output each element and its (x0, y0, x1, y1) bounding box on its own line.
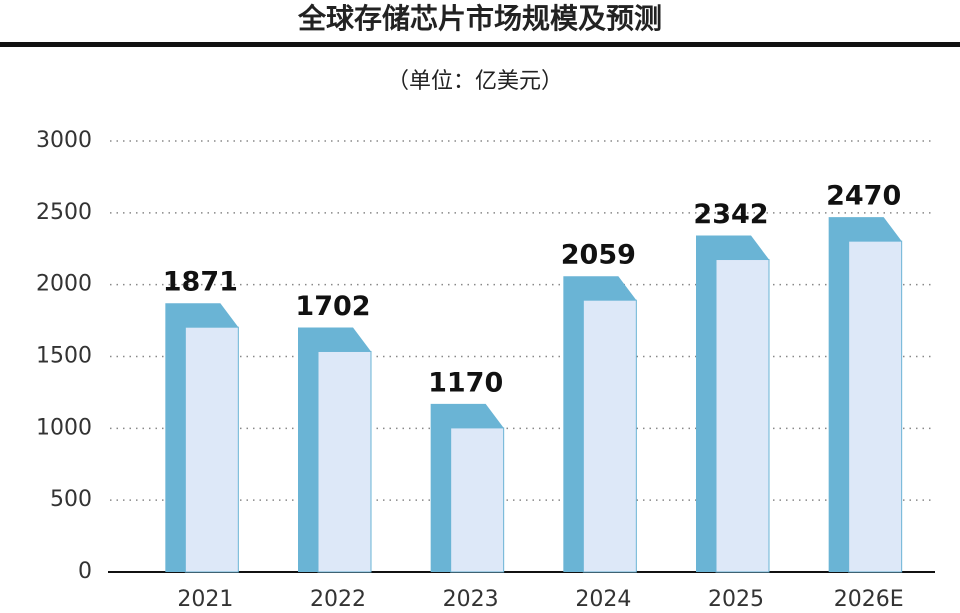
value-label: 1170 (428, 367, 503, 398)
title-rule (0, 42, 960, 47)
y-tick-label: 1000 (36, 415, 92, 440)
bar-face (848, 240, 903, 573)
chart-subtitle: （单位：亿美元） (387, 69, 563, 94)
y-tick-label: 1500 (36, 344, 92, 369)
x-tick-label: 2021 (177, 587, 233, 612)
value-label: 2342 (693, 199, 768, 230)
x-tick-label: 2024 (575, 587, 631, 612)
y-tick-label: 2000 (36, 272, 92, 297)
bar-face (184, 326, 239, 573)
bar-face (450, 427, 505, 573)
value-label: 1702 (295, 291, 370, 322)
x-tick-label: 2023 (443, 587, 499, 612)
bar-face (317, 350, 372, 573)
value-label: 2470 (826, 181, 901, 212)
y-tick-label: 2500 (36, 200, 92, 225)
bar-face (582, 299, 637, 573)
chart-title: 全球存储芯片市场规模及预测 (297, 2, 662, 35)
x-tick-label: 2022 (310, 587, 366, 612)
bar-face (715, 259, 770, 573)
x-tick-label: 2025 (708, 587, 764, 612)
value-label: 2059 (561, 240, 636, 271)
value-label: 1871 (163, 267, 238, 298)
y-tick-label: 500 (50, 487, 92, 512)
x-tick-label: 2026E (834, 587, 904, 612)
y-tick-label: 3000 (36, 128, 92, 153)
y-tick-label: 0 (78, 559, 92, 584)
